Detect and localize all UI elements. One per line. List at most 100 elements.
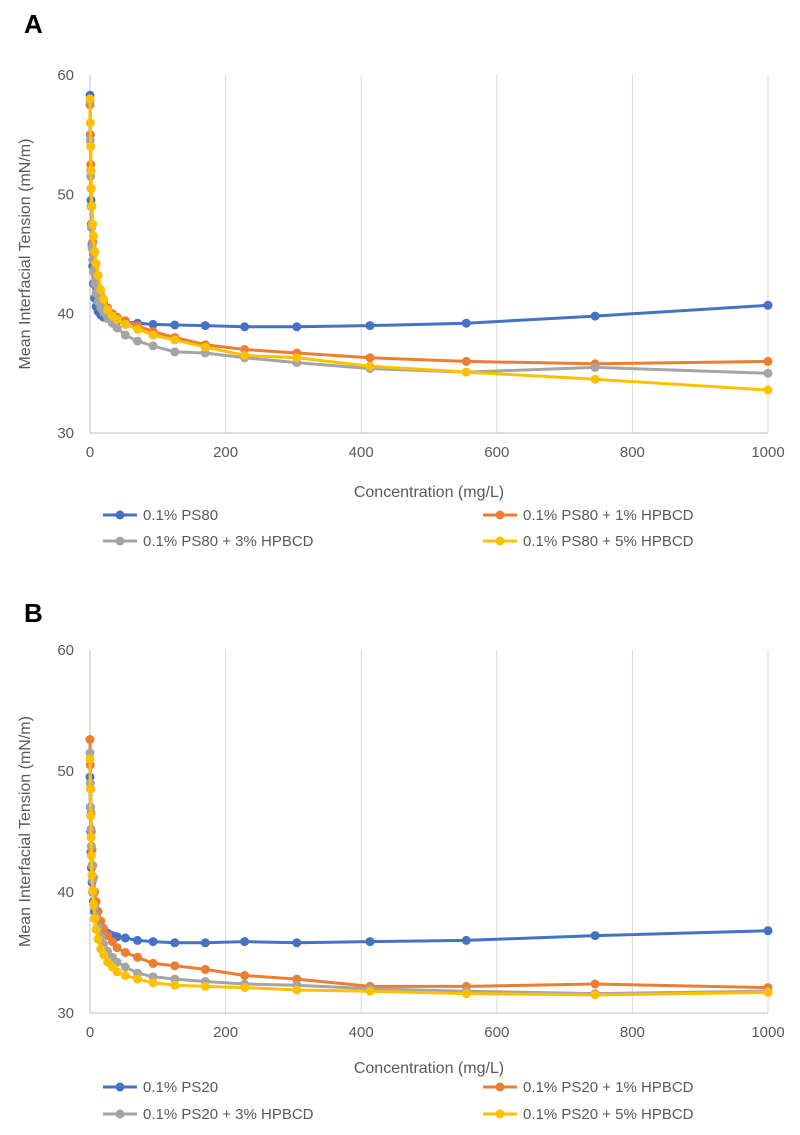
data-point <box>86 166 96 175</box>
legend-item: 0.1% PS80 + 5% HPBCD <box>483 533 694 550</box>
data-point <box>133 952 142 962</box>
data-point <box>112 943 122 953</box>
y-tick-label: 50 <box>57 186 74 203</box>
data-point <box>148 958 158 968</box>
data-point <box>170 938 180 948</box>
data-point <box>170 961 180 971</box>
series-1 <box>85 90 773 332</box>
data-point <box>170 347 180 357</box>
series-4 <box>85 754 773 1000</box>
data-point <box>148 330 158 340</box>
data-point <box>88 899 98 909</box>
x-axis-label: Concentration (mg/L) <box>354 484 504 501</box>
y-tick-label: 40 <box>57 306 74 323</box>
x-tick-label: 1000 <box>751 1024 784 1041</box>
series-line <box>88 776 769 945</box>
data-point <box>120 330 130 340</box>
data-point <box>133 324 142 334</box>
legend-label: 0.1% PS20 + 1% HPBCD <box>523 1079 694 1096</box>
data-point <box>86 851 96 861</box>
data-point <box>240 937 250 947</box>
legend-label: 0.1% PS80 <box>143 507 218 524</box>
legend-label: 0.1% PS20 + 3% HPBCD <box>143 1106 314 1123</box>
data-point <box>170 335 180 345</box>
series-line <box>88 101 769 375</box>
data-point <box>120 319 130 329</box>
legend-swatch-marker <box>115 1109 125 1119</box>
data-point <box>170 980 180 990</box>
data-point <box>93 271 103 280</box>
data-point <box>96 285 106 295</box>
data-point <box>292 322 302 332</box>
legend-label: 0.1% PS80 + 5% HPBCD <box>523 533 694 550</box>
data-point <box>763 356 773 366</box>
legend-item: 0.1% PS20 <box>103 1079 218 1096</box>
data-point <box>85 754 95 764</box>
x-axis-label: Concentration (mg/L) <box>354 1060 504 1077</box>
chart-panel-a: A 0 200 400 600 800 1000 30 40 50 60 Concentration… <box>17 9 785 550</box>
x-tick-label: 600 <box>484 1024 509 1041</box>
data-point <box>120 971 130 980</box>
data-point <box>590 362 600 372</box>
legend-label: 0.1% PS20 + 5% HPBCD <box>523 1106 694 1123</box>
series-line <box>88 752 769 996</box>
y-axis-label: Mean Interfacial Tension (mN/m) <box>17 139 34 370</box>
series-1 <box>85 772 773 948</box>
data-point <box>91 925 101 934</box>
data-point <box>87 870 97 880</box>
data-point <box>590 311 600 321</box>
data-point <box>200 981 210 991</box>
x-tick-label: 800 <box>620 444 645 461</box>
data-point <box>85 735 95 744</box>
data-point <box>240 983 250 993</box>
data-point <box>292 938 302 948</box>
data-point <box>88 231 98 241</box>
data-point <box>200 342 210 352</box>
x-tick-label: 0 <box>86 1024 94 1041</box>
data-point <box>88 886 98 896</box>
data-point <box>112 323 122 333</box>
data-point <box>461 356 471 366</box>
data-point <box>365 986 375 996</box>
data-point <box>120 948 130 957</box>
data-point <box>103 305 113 315</box>
series-line <box>88 98 769 392</box>
data-point <box>86 811 96 821</box>
data-point <box>148 937 158 947</box>
data-point <box>85 784 95 794</box>
y-tick-label: 60 <box>57 67 74 84</box>
legend-label: 0.1% PS80 + 3% HPBCD <box>143 533 314 550</box>
series-line <box>88 95 769 329</box>
data-point <box>91 259 101 268</box>
y-tick-label: 50 <box>57 763 74 780</box>
data-point <box>590 931 600 941</box>
data-point <box>93 934 103 944</box>
data-point <box>90 279 100 289</box>
data-point <box>148 978 158 988</box>
chart-panel-b: B 0 200 400 600 800 1000 30 40 50 60 Concentration… <box>17 598 785 1123</box>
data-point <box>240 971 250 980</box>
data-point <box>365 321 375 331</box>
legend-item: 0.1% PS20 + 5% HPBCD <box>483 1106 694 1123</box>
data-point <box>763 987 773 997</box>
data-point <box>99 950 109 960</box>
x-tick-label: 600 <box>484 444 509 461</box>
data-point <box>461 367 471 377</box>
data-point <box>107 937 117 947</box>
data-point <box>200 964 210 974</box>
legend-item: 0.1% PS80 + 1% HPBCD <box>483 507 694 524</box>
data-point <box>170 320 180 330</box>
data-point <box>112 967 122 977</box>
data-point <box>86 833 96 842</box>
data-point <box>365 361 375 371</box>
data-point <box>120 933 130 943</box>
data-point <box>120 962 130 972</box>
data-point <box>590 990 600 1000</box>
x-tick-label: 400 <box>349 1024 374 1041</box>
data-point <box>461 318 471 328</box>
legend-swatch-marker <box>115 536 125 546</box>
legend-item: 0.1% PS80 <box>103 507 218 524</box>
data-point <box>90 247 100 257</box>
data-point <box>85 94 95 104</box>
data-point <box>200 938 210 948</box>
